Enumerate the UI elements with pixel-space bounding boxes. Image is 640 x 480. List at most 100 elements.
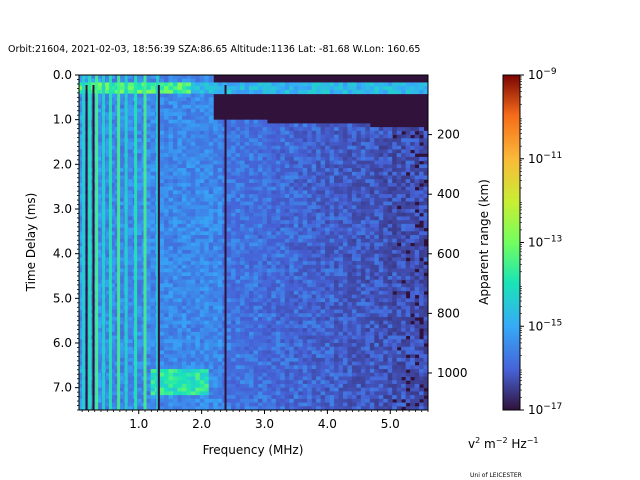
- heatmap-cell: [105, 123, 111, 128]
- heatmap-cell: [128, 134, 134, 139]
- heatmap-cell: [257, 272, 263, 277]
- heatmap-cell: [280, 179, 286, 184]
- heatmap-cell: [249, 194, 254, 199]
- heatmap-cell: [240, 369, 246, 374]
- heatmap-cell: [96, 365, 102, 370]
- heatmap-cell: [110, 149, 116, 154]
- heatmap-cell: [199, 298, 205, 303]
- heatmap-cell: [119, 175, 125, 180]
- heatmap-cell: [307, 130, 313, 136]
- heatmap-cell: [240, 372, 246, 377]
- heatmap-cell: [240, 156, 246, 162]
- heatmap-cell: [235, 290, 241, 296]
- heatmap-cell: [302, 264, 308, 270]
- heatmap-cell: [289, 142, 295, 147]
- heatmap-cell: [190, 298, 196, 303]
- heatmap-cell: [316, 335, 322, 340]
- heatmap-cell: [146, 365, 152, 370]
- heatmap-cell: [253, 246, 259, 251]
- heatmap-cell: [181, 138, 187, 143]
- heatmap-cell: [79, 97, 84, 102]
- heatmap-cell: [244, 182, 250, 188]
- heatmap-cell: [240, 89, 246, 95]
- heatmap-cell: [208, 331, 214, 337]
- heatmap-cell: [334, 361, 340, 366]
- heatmap-cell: [253, 127, 259, 132]
- heatmap-cell: [168, 335, 174, 340]
- heatmap-cell: [266, 175, 272, 180]
- heatmap-cell: [316, 272, 322, 277]
- heatmap-cell: [298, 205, 304, 210]
- heatmap-cell: [105, 339, 111, 344]
- heatmap-cell: [110, 216, 116, 221]
- heatmap-cell: [208, 290, 214, 296]
- heatmap-cell: [217, 138, 223, 143]
- heatmap-cell: [280, 168, 286, 173]
- heatmap-cell: [266, 164, 272, 169]
- heatmap-cell: [235, 328, 241, 333]
- heatmap-cell: [119, 320, 125, 325]
- heatmap-cell: [240, 272, 246, 277]
- heatmap-cell: [164, 328, 169, 333]
- heatmap-cell: [96, 283, 102, 288]
- heatmap-cell: [316, 149, 322, 154]
- heatmap-cell: [177, 168, 183, 173]
- heatmap-cell: [334, 127, 340, 132]
- heatmap-cell: [177, 406, 183, 410]
- heatmap-cell: [293, 395, 299, 400]
- heatmap-cell: [334, 86, 340, 91]
- heatmap-cell: [244, 395, 250, 400]
- heatmap-cell: [208, 231, 214, 236]
- heatmap-cell: [325, 350, 331, 355]
- heatmap-cell: [199, 290, 205, 296]
- heatmap-cell: [325, 339, 331, 344]
- heatmap-cell: [302, 138, 308, 143]
- heatmap-cell: [164, 276, 169, 281]
- heatmap-cell: [275, 365, 281, 370]
- heatmap-cell: [271, 335, 277, 340]
- heatmap-cell: [208, 398, 214, 404]
- heatmap-cell: [204, 290, 210, 296]
- heatmap-cell: [316, 361, 322, 366]
- heatmap-cell: [334, 134, 340, 139]
- heatmap-cell: [146, 357, 152, 363]
- heatmap-cell: [316, 309, 322, 314]
- heatmap-cell: [79, 302, 84, 307]
- heatmap-cell: [226, 242, 232, 247]
- heatmap-cell: [262, 391, 268, 396]
- heatmap-cell: [249, 268, 254, 273]
- heatmap-cell: [92, 287, 98, 292]
- heatmap-cell: [92, 153, 98, 158]
- heatmap-cell: [253, 272, 259, 277]
- heatmap-cell: [186, 283, 192, 288]
- heatmap-cell: [249, 249, 254, 255]
- heatmap-cell: [213, 395, 219, 400]
- heatmap-cell: [168, 257, 174, 262]
- heatmap-cell: [119, 101, 125, 106]
- heatmap-cell: [325, 134, 331, 139]
- heatmap-cell: [146, 108, 152, 113]
- heatmap-cell: [320, 346, 326, 351]
- heatmap-cell: [105, 78, 111, 83]
- heatmap-cell: [164, 354, 169, 359]
- heatmap-cell: [128, 142, 134, 147]
- heatmap-cell: [168, 339, 174, 344]
- heatmap-cell: [320, 179, 326, 184]
- heatmap-cell: [235, 287, 241, 292]
- heatmap-cell: [110, 89, 116, 95]
- heatmap-cell: [168, 205, 174, 210]
- heatmap-cell: [172, 134, 178, 139]
- heatmap-cell: [289, 194, 295, 199]
- heatmap-cell: [226, 357, 232, 363]
- heatmap-cell: [266, 242, 272, 247]
- heatmap-cell: [302, 309, 308, 314]
- heatmap-cell: [128, 398, 134, 404]
- heatmap-cell: [195, 216, 201, 221]
- heatmap-cell: [172, 235, 178, 240]
- heatmap-cell: [289, 305, 295, 310]
- heatmap-cell: [204, 406, 210, 410]
- heatmap-cell: [137, 142, 143, 147]
- heatmap-cell: [289, 387, 295, 392]
- heatmap-cell: [79, 357, 84, 363]
- heatmap-cell: [199, 328, 205, 333]
